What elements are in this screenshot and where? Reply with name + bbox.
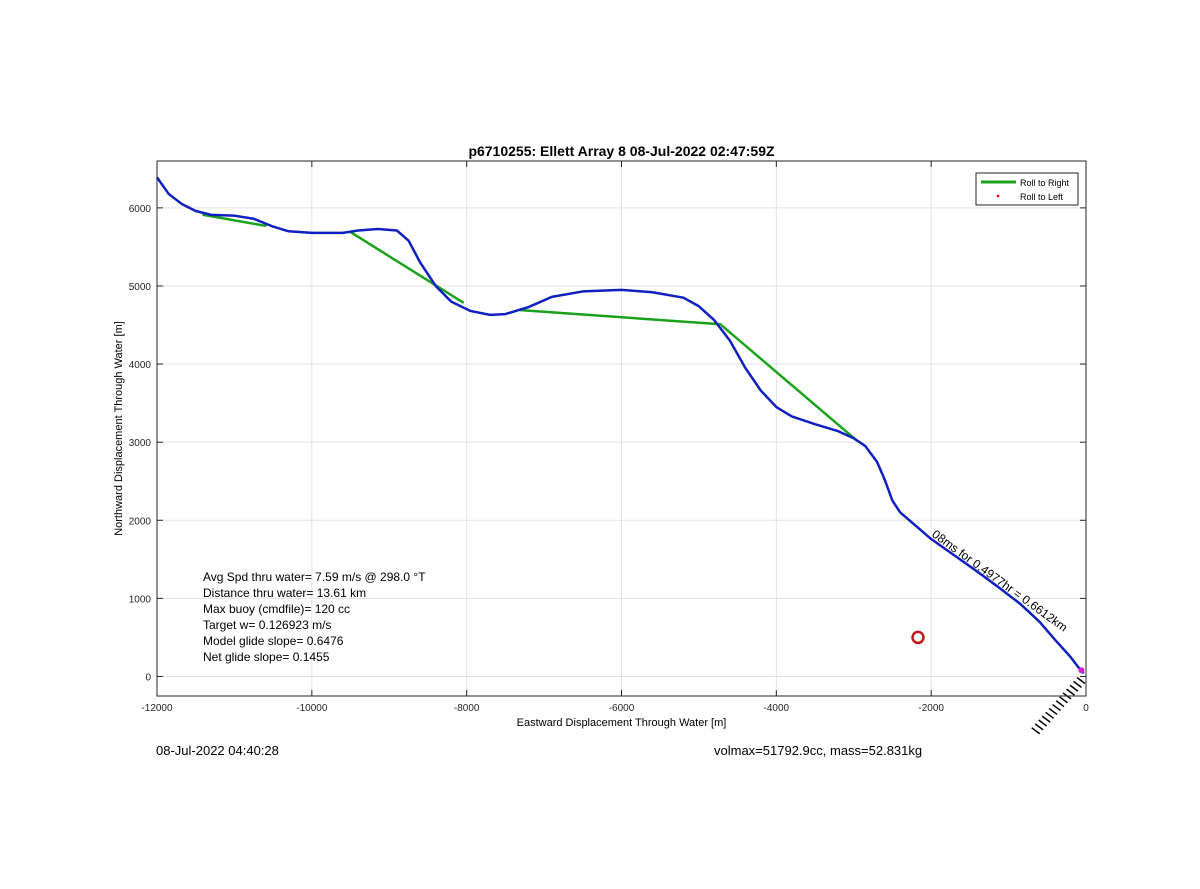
- y-tick-label: 1000: [129, 594, 152, 605]
- y-tick-label: 6000: [129, 204, 152, 215]
- stats-line: Net glide slope= 0.1455: [203, 650, 330, 664]
- y-tick-label: 5000: [129, 282, 152, 293]
- footer-volmax-mass: volmax=51792.9cc, mass=52.831kg: [714, 743, 923, 758]
- x-axis-label: Eastward Displacement Through Water [m]: [517, 717, 727, 729]
- magenta-end-marker: [1078, 667, 1085, 674]
- track-tick-mark: [1048, 707, 1058, 716]
- legend-label: Roll to Right: [1020, 178, 1070, 188]
- track-line: [155, 176, 1085, 675]
- legend-box: [975, 172, 1079, 206]
- legend: Roll to Right Roll to Left: [975, 172, 1079, 206]
- stats-line: Avg Spd thru water= 7.59 m/s @ 298.0 °T: [203, 570, 426, 584]
- track-tick-mark: [1069, 684, 1079, 692]
- track-annotation: 08ms for 0.4977hr = 0.6612km: [929, 527, 1070, 635]
- track-tick-mark: [1045, 711, 1055, 719]
- track-tick-mark: [1041, 715, 1051, 723]
- track-tick-mark: [1076, 676, 1086, 685]
- stats-line: Model glide slope= 0.6476: [203, 634, 344, 648]
- y-tick-label: 3000: [129, 438, 152, 449]
- series-layer: [155, 176, 1086, 735]
- red-circle-marker: [911, 630, 925, 645]
- roll-to-right-segment: [202, 213, 267, 228]
- x-tick-label: -12000: [141, 703, 173, 714]
- x-tick-label: 0: [1083, 703, 1089, 714]
- track-tick-mark: [1052, 703, 1062, 712]
- y-tick-label: 0: [145, 672, 151, 683]
- stats-annotation: Avg Spd thru water= 7.59 m/s @ 298.0 °T D…: [203, 570, 426, 664]
- stats-line: Max buoy (cmdfile)= 120 cc: [203, 602, 350, 616]
- stats-line: Target w= 0.126923 m/s: [203, 618, 331, 632]
- tick-layer: -12000 -10000 -8000 -6000 -4000 -2000 0 0 1000 20…: [129, 161, 1089, 714]
- marker-layer: [911, 630, 1085, 674]
- y-tick-label: 4000: [129, 360, 152, 371]
- grid-lines: [156, 161, 1087, 696]
- track-tick-mark: [1034, 723, 1044, 731]
- roll-to-right-segment: [720, 324, 859, 442]
- roll-to-right-segment: [349, 230, 465, 304]
- x-tick-label: -2000: [918, 703, 944, 714]
- track-tick-mark: [1066, 688, 1075, 696]
- track-tick-mark: [1038, 719, 1048, 727]
- track-tick-mark: [1073, 680, 1082, 688]
- x-tick-label: -4000: [764, 703, 790, 714]
- x-tick-label: -10000: [296, 703, 328, 714]
- track-tick-mark: [1059, 696, 1068, 704]
- legend-label: Roll to Left: [1020, 192, 1064, 202]
- track-tick-mark: [1031, 727, 1041, 735]
- stats-line: Distance thru water= 13.61 km: [203, 586, 366, 600]
- chart-title: p6710255: Ellett Array 8 08-Jul-2022 02:…: [468, 143, 775, 159]
- track-tick-mark: [1055, 700, 1065, 708]
- x-tick-label: -6000: [609, 703, 635, 714]
- y-tick-label: 2000: [129, 516, 152, 527]
- y-axis-label: Northward Displacement Through Water [m]: [113, 321, 125, 536]
- roll-to-right-segment: [519, 308, 722, 326]
- footer-timestamp: 08-Jul-2022 04:40:28: [156, 743, 279, 758]
- legend-swatch-roll-left: [996, 194, 1000, 198]
- x-tick-label: -8000: [454, 703, 480, 714]
